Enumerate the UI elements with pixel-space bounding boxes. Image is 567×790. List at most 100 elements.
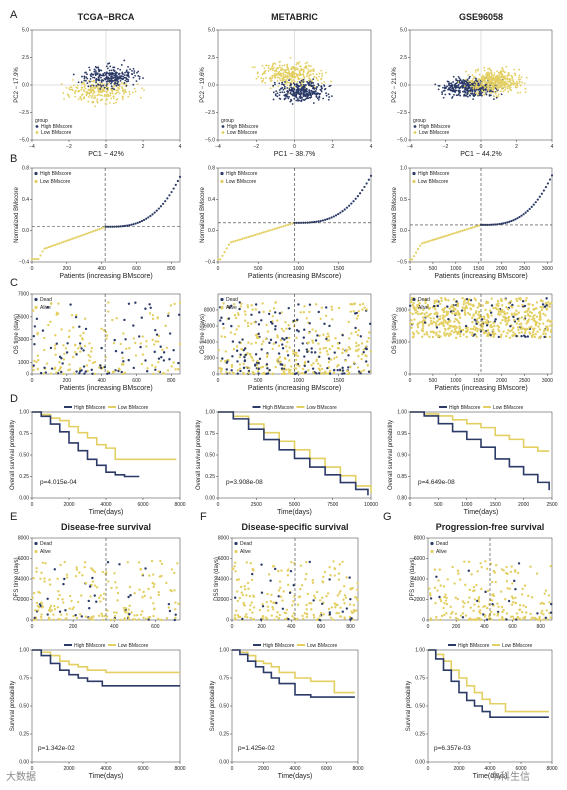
survival-point-E1	[115, 611, 118, 614]
pca-point-A2	[308, 89, 311, 92]
pca-point-A2	[295, 74, 298, 76]
survival-point-E1	[176, 562, 179, 565]
survival-point-G1	[445, 602, 449, 606]
pca-point-A3	[489, 89, 492, 92]
os-point-C2	[247, 371, 250, 375]
bmscore-point-B3	[522, 213, 525, 216]
survival-point-F1	[250, 601, 254, 604]
survival-point-G1	[442, 606, 445, 610]
survival-point-F1	[248, 594, 252, 598]
os-point-C2	[363, 306, 366, 309]
pca-point-A2	[294, 76, 297, 79]
bmscore-point-B2	[289, 223, 292, 226]
os-point-C3	[445, 332, 449, 336]
os-point-C3	[512, 315, 515, 319]
os-point-C1	[73, 350, 77, 354]
pca-point-A2	[280, 67, 283, 70]
pca-point-A2	[279, 74, 281, 77]
pca-point-A2	[281, 64, 284, 67]
survival-point-E1	[157, 593, 160, 597]
os-point-C1	[121, 372, 124, 376]
survival-point-F1	[237, 578, 241, 581]
pca-point-A3	[470, 82, 473, 85]
pca-point-A2	[283, 71, 286, 73]
os-point-C2	[348, 337, 351, 340]
os-point-C2	[281, 347, 285, 350]
survival-point-E1	[90, 616, 93, 619]
pca-point-A2	[321, 82, 324, 85]
os-point-C3	[478, 314, 482, 317]
y-tick-label-E1: 0	[26, 618, 29, 624]
os-point-C3	[543, 328, 546, 331]
plot-frame-C1	[31, 293, 181, 375]
pca-point-A3	[492, 76, 495, 79]
pca-point-A3	[519, 84, 522, 87]
x-tick-label-E1: 0	[31, 624, 34, 630]
os-point-C2	[368, 331, 371, 334]
pca-point-A1	[124, 91, 127, 94]
bmscore-point-B2	[273, 227, 276, 230]
pca-point-A2	[283, 84, 286, 87]
os-point-C2	[257, 372, 260, 375]
bmscore-point-B3	[419, 244, 422, 247]
legend-dot-1-B1	[34, 179, 38, 184]
os-point-C2	[239, 369, 242, 373]
survival-point-F1	[267, 573, 271, 576]
os-point-C1	[164, 324, 167, 328]
os-point-C3	[440, 296, 443, 300]
os-point-C2	[242, 348, 245, 352]
os-point-C1	[166, 314, 170, 318]
bmscore-point-B3	[421, 242, 424, 245]
bmscore-point-B2	[319, 219, 322, 223]
os-point-C3	[515, 322, 519, 325]
os-point-C1	[152, 372, 155, 376]
survival-point-F1	[349, 587, 352, 590]
pca-point-A1	[94, 105, 97, 108]
os-point-C3	[531, 333, 535, 336]
pca-point-A3	[499, 76, 501, 78]
survival-point-E1	[151, 573, 155, 576]
survival-point-E1	[31, 596, 34, 600]
bmscore-point-B3	[451, 232, 454, 235]
os-point-C2	[289, 368, 292, 372]
pca-point-A2	[276, 92, 279, 95]
os-point-C3	[444, 297, 447, 300]
pca-point-A3	[490, 80, 493, 83]
os-point-C2	[238, 341, 241, 344]
y-tick-label-A2: −5.0	[205, 138, 215, 144]
pca-point-A3	[472, 98, 475, 101]
survival-point-F1	[282, 590, 285, 593]
pca-point-A2	[321, 72, 323, 75]
os-point-C3	[440, 299, 443, 302]
os-point-C1	[53, 366, 57, 370]
os-point-C3	[410, 319, 413, 322]
os-point-C3	[462, 300, 466, 303]
os-point-C2	[297, 349, 301, 352]
bmscore-point-B2	[227, 243, 231, 246]
pca-point-A1	[102, 72, 105, 75]
survival-point-G1	[438, 568, 442, 571]
os-point-C2	[226, 305, 229, 309]
pca-point-A1	[108, 69, 111, 72]
os-point-C3	[499, 321, 502, 325]
survival-point-E1	[35, 618, 38, 621]
os-point-C3	[497, 308, 501, 311]
y-tick-label-A1: 2.5	[22, 55, 29, 61]
bmscore-point-B3	[473, 225, 477, 228]
y-tick-label-A3: −5.0	[397, 138, 407, 144]
pca-point-A2	[315, 88, 318, 90]
survival-point-G1	[445, 596, 448, 599]
os-point-C1	[53, 344, 57, 347]
pca-point-A3	[484, 91, 486, 93]
survival-point-E1	[128, 613, 131, 616]
x-axis-label-E2: Time(days)	[89, 773, 124, 780]
x-tick-label-B2: 1500	[333, 266, 344, 272]
pca-point-A2	[310, 79, 313, 82]
p-value-F2: p=1.425e-02	[238, 745, 275, 752]
y-tick-label-F2: 0.25	[219, 732, 229, 738]
os-point-C3	[473, 333, 476, 336]
pca-point-A1	[80, 88, 83, 91]
os-point-C3	[455, 300, 458, 303]
pca-point-A3	[521, 81, 524, 84]
pca-point-A1	[83, 79, 86, 82]
